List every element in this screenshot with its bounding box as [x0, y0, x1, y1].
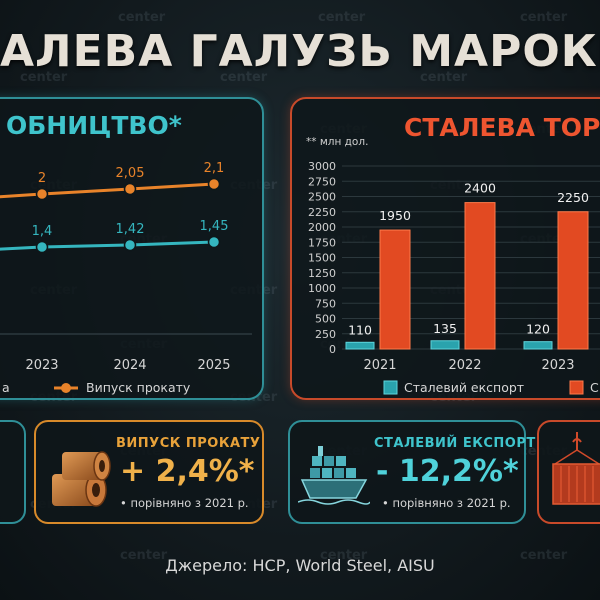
line-data-label: 2,05	[116, 166, 145, 181]
container-crane-icon	[552, 432, 600, 505]
watermark-text: center	[520, 10, 568, 25]
bar-x-tick-label: 2023	[541, 358, 574, 373]
bar-data-label: 1950	[379, 208, 411, 223]
page-title: АЛЕВА ГАЛУЗЬ МАРОККО	[0, 26, 600, 77]
line-data-label: 1,45	[200, 219, 229, 234]
bar-legend-label-1: Сталевий експорт	[404, 380, 524, 395]
legend-swatch-export	[383, 380, 398, 395]
bar-x-tick-label: 2021	[363, 358, 396, 373]
bar-x-tick-label: 2022	[448, 358, 481, 373]
legend-swatch-import	[569, 380, 584, 395]
line-point	[207, 177, 221, 191]
bar-y-tick-label: 750	[315, 297, 336, 310]
bar-y-tick-label: 500	[315, 313, 336, 326]
production-line-chart: 2 2,05 2,1 1,4 1,42 1,45 2023 2024 2025 а Випуск…	[0, 161, 252, 395]
line-x-tick-label: 2024	[113, 358, 146, 373]
bar-import	[464, 202, 496, 350]
bar-y-tick-label: 1750	[308, 236, 336, 249]
cargo-ship-icon	[298, 446, 370, 505]
stat-card-rolling: ВИПУСК ПРОКАТУ + 2,4%* • порівняно з 202…	[34, 420, 264, 524]
trade-heading: СТАЛЕВА ТОРГ	[404, 113, 600, 142]
line-point	[123, 238, 137, 252]
line-series-2	[0, 240, 215, 251]
card-export-value: - 12,2%*	[376, 454, 519, 489]
line-x-tick-label: 2023	[25, 358, 58, 373]
legend-marker-rolling	[61, 383, 71, 393]
bar-y-tick-label: 2500	[308, 191, 336, 204]
steel-coil-icon	[52, 451, 111, 507]
card-rolling-note: • порівняно з 2021 р.	[120, 496, 249, 510]
trade-panel: СТАЛЕВА ТОРГ ** млн дол. 0 250 500 750 1000 1…	[290, 97, 600, 400]
watermark-text: center	[118, 10, 166, 25]
card-export-note-text: порівняно з 2021 р.	[392, 496, 511, 510]
bar-y-tick-label: 2000	[308, 221, 336, 234]
bar-data-label: 135	[433, 321, 457, 336]
production-panel: ОБНИЦТВО* 2 2,05 2,1 1,4 1,42 1,45 2023 2024 20…	[0, 97, 264, 400]
bar-y-tick-label: 1000	[308, 282, 336, 295]
source-note: Джерело: HCP, World Steel, AISU	[165, 556, 435, 575]
bar-legend-label-2: С	[590, 380, 599, 395]
bar-data-label: 2250	[557, 190, 589, 205]
production-heading: ОБНИЦТВО*	[6, 111, 182, 140]
line-legend-label-2: Випуск прокату	[86, 380, 191, 395]
bar-y-tick-label: 2750	[308, 175, 336, 188]
line-data-label: 2,1	[204, 161, 225, 176]
card-export-title: СТАЛЕВИЙ ЕКСПОРТ	[374, 436, 536, 451]
bar-import	[557, 211, 589, 350]
stat-card-import	[537, 420, 600, 524]
line-data-label: 1,4	[32, 224, 53, 239]
card-rolling-note-text: порівняно з 2021 р.	[130, 496, 249, 510]
line-x-tick-label: 2025	[197, 358, 230, 373]
card-rolling-title: ВИПУСК ПРОКАТУ	[116, 436, 261, 451]
bar-export	[430, 340, 460, 350]
watermark-text: center	[318, 10, 366, 25]
stat-card-export: СТАЛЕВИЙ ЕКСПОРТ - 12,2%* • порівняно з …	[288, 420, 535, 524]
line-data-label: 2	[38, 171, 46, 186]
bar-y-tick-label: 1500	[308, 252, 336, 265]
trade-bar-chart: ** млн дол. 0 250 500 750 1000 1250 1500 1750 20…	[306, 136, 600, 395]
bar-export	[523, 341, 553, 350]
bar-import	[379, 229, 411, 350]
line-point	[35, 187, 49, 201]
bar-data-label: 110	[348, 322, 372, 337]
unit-note: ** млн дол.	[306, 136, 368, 148]
line-point	[35, 240, 49, 254]
bar-y-tick-label: 1250	[308, 267, 336, 280]
bar-y-tick-label: 2250	[308, 206, 336, 219]
line-legend-label-1: а	[2, 380, 10, 395]
card-rolling-value: + 2,4%*	[120, 454, 255, 489]
line-point	[207, 235, 221, 249]
card-export-note: • порівняно з 2021 р.	[382, 496, 511, 510]
line-point	[123, 182, 137, 196]
stat-card-1	[0, 420, 26, 524]
bar-y-tick-label: 250	[315, 328, 336, 341]
bar-y-tick-label: 3000	[308, 160, 336, 173]
bar-y-tick-label: 0	[329, 343, 336, 356]
bar-data-label: 120	[526, 322, 550, 337]
bar-data-label: 2400	[464, 181, 496, 196]
line-series-1	[0, 182, 215, 199]
line-data-label: 1,42	[116, 222, 145, 237]
bar-export	[345, 341, 375, 350]
